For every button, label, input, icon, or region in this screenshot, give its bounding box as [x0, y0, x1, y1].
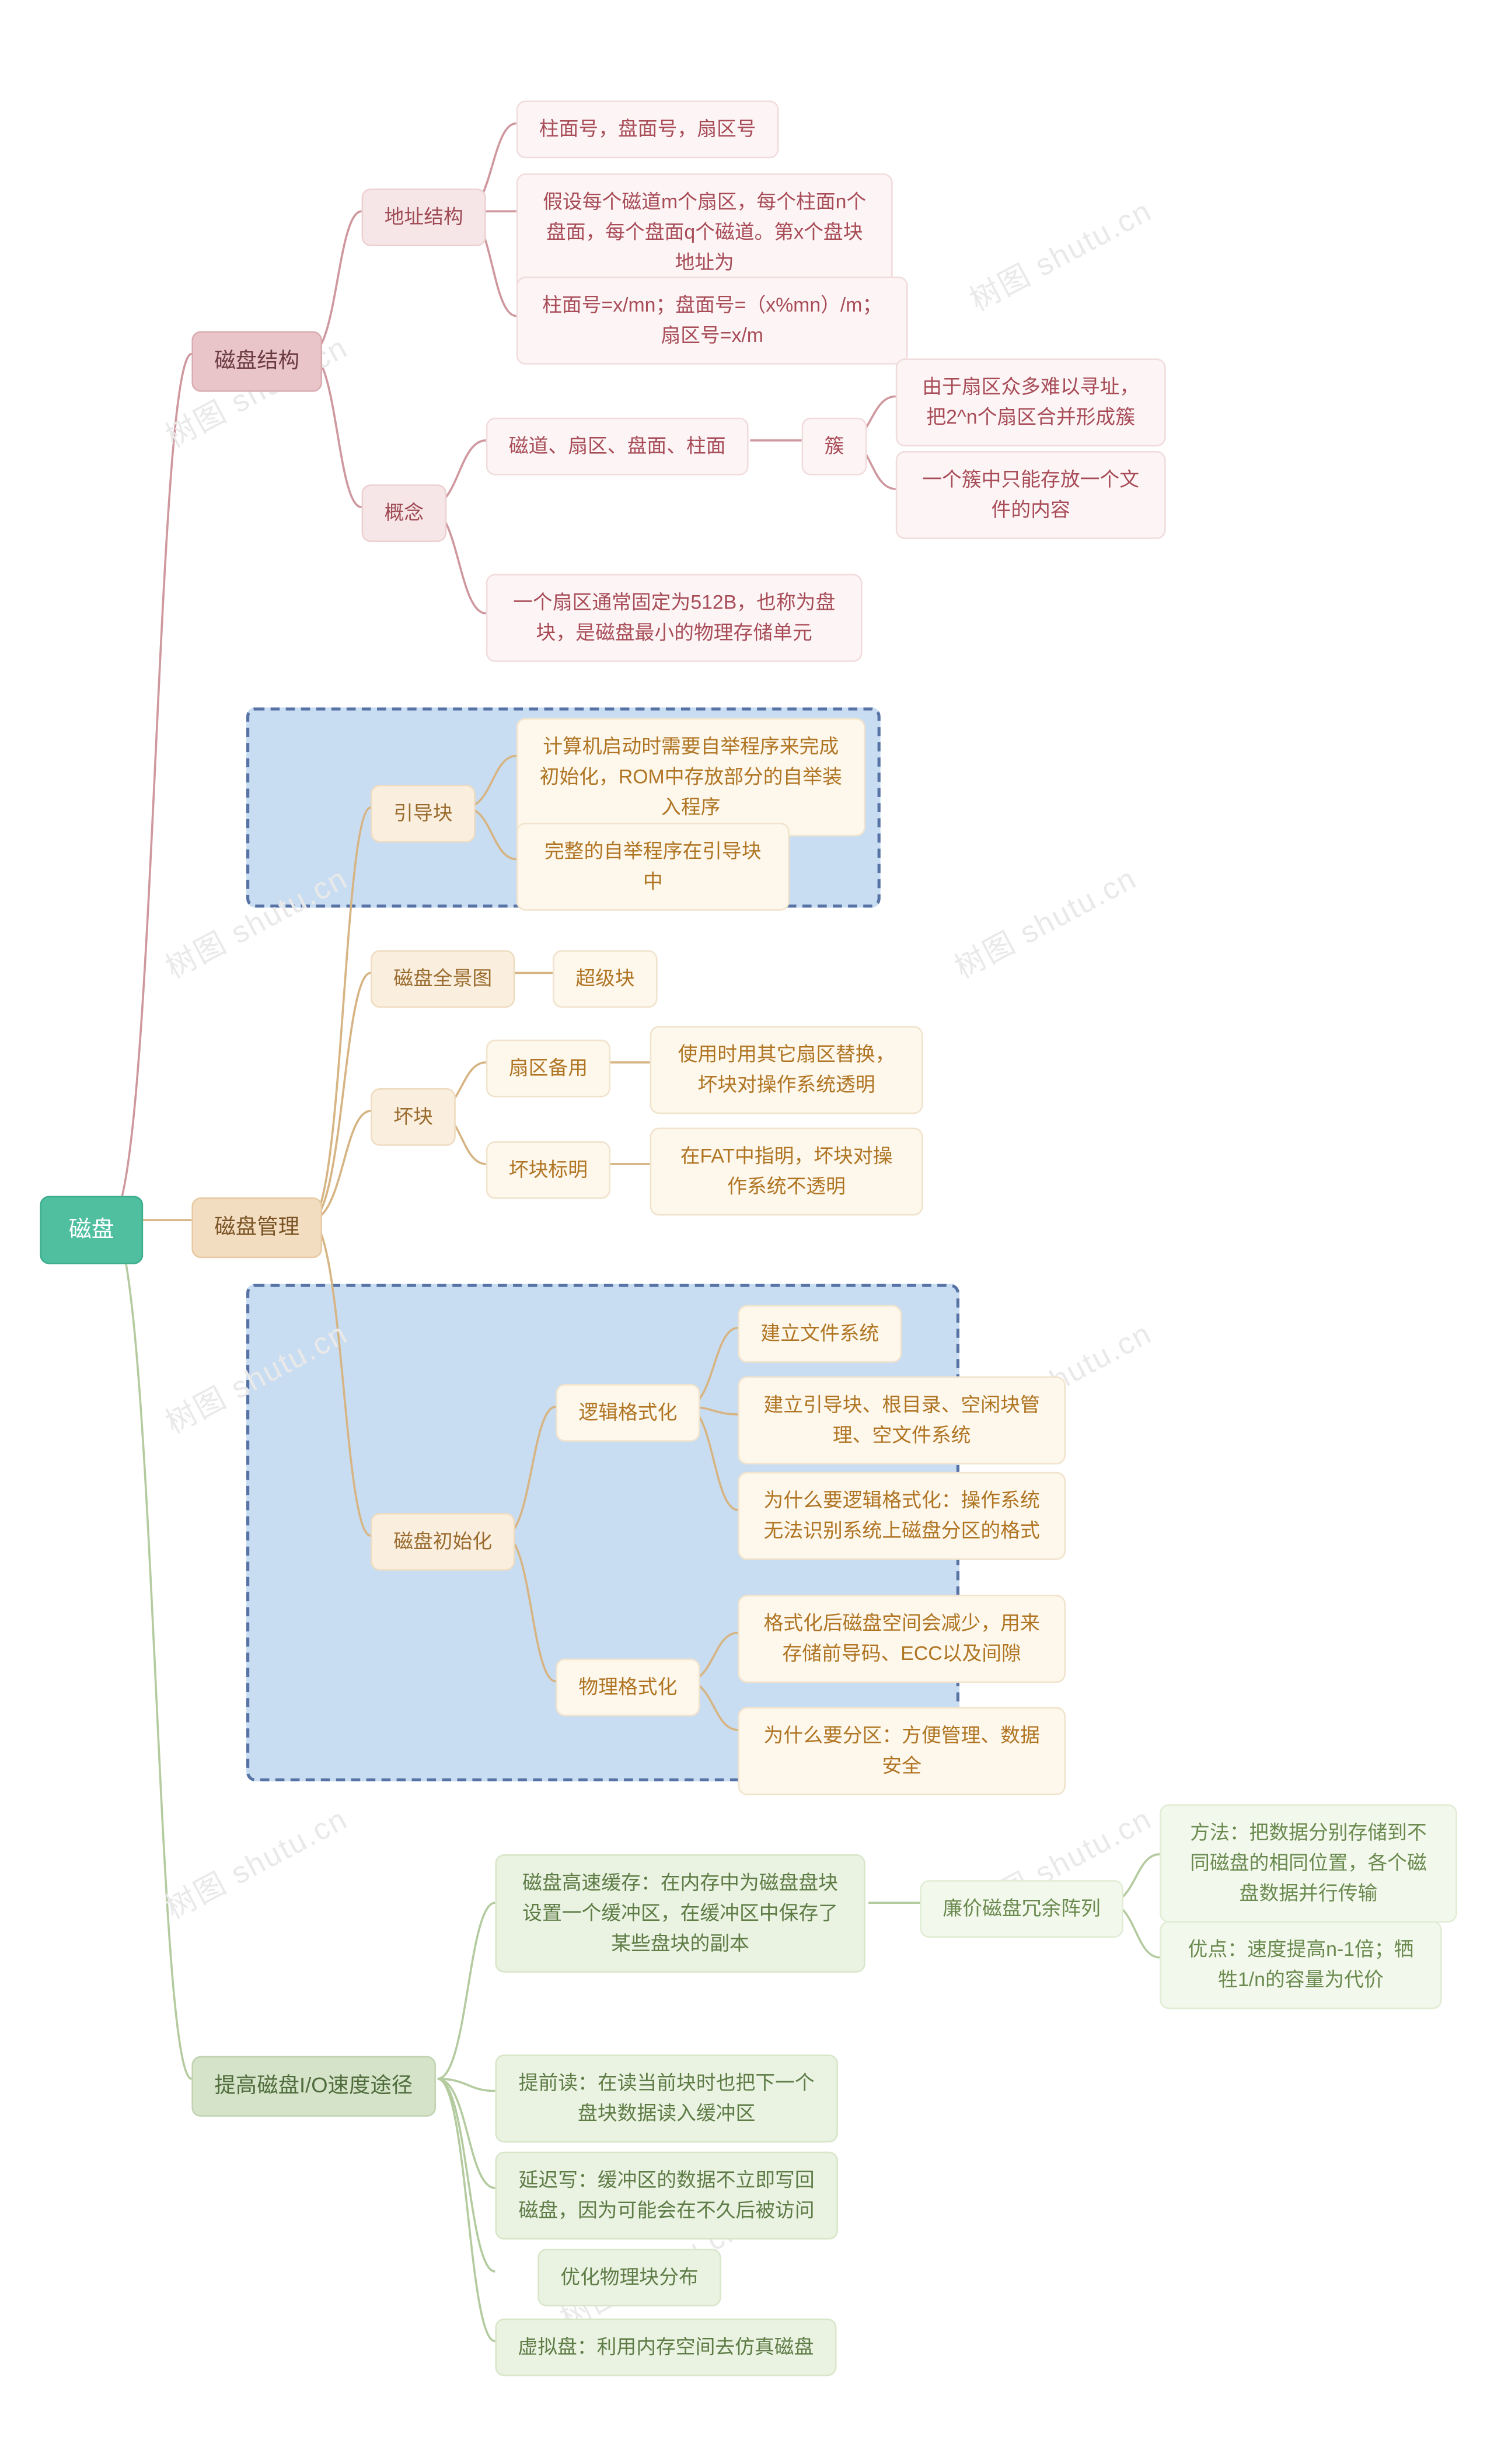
addr-c1: 假设每个磁道m个扇区，每个柱面n个盘面，每个盘面q个磁道。第x个盘块地址为: [516, 173, 893, 292]
cluster-c1: 一个簇中只能存放一个文件的内容: [896, 451, 1166, 540]
logical-c1: 建立引导块、根目录、空闲块管理、空文件系统: [738, 1376, 1066, 1465]
speed-node: 提高磁盘I/O速度途径: [191, 2056, 435, 2116]
root-node: 磁盘: [40, 1196, 143, 1264]
structure-node: 磁盘结构: [191, 331, 322, 391]
addr-c2: 柱面号=x/mn；盘面号=（x%mn）/m；扇区号=x/m: [516, 277, 908, 365]
boot-c1: 完整的自举程序在引导块中: [516, 823, 790, 911]
mark-c0: 在FAT中指明，坏块对操作系统不透明: [650, 1127, 923, 1216]
logical-c0: 建立文件系统: [738, 1305, 902, 1362]
watermark: 树图 shutu.cn: [156, 1794, 354, 1927]
physical-node: 物理格式化: [556, 1658, 700, 1716]
concept-c1: 一个扇区通常固定为512B，也称为盘块，是磁盘最小的物理存储单元: [486, 574, 863, 662]
track-node: 磁道、扇区、盘面、柱面: [486, 417, 749, 475]
management-node: 磁盘管理: [191, 1197, 322, 1257]
mindmap-canvas: 磁盘 磁盘结构 地址结构 柱面号，盘面号，扇区号 假设每个磁道m个扇区，每个柱面…: [19, 49, 1475, 2416]
concept-node: 概念: [362, 484, 447, 542]
mark-node: 坏块标明: [486, 1141, 610, 1199]
logical-c2: 为什么要逻辑格式化：操作系统无法识别系统上磁盘分区的格式: [738, 1472, 1066, 1560]
watermark: 树图 shutu.cn: [945, 854, 1143, 987]
init-node: 磁盘初始化: [371, 1513, 515, 1571]
watermark: 树图 shutu.cn: [961, 186, 1158, 319]
spare-node: 扇区备用: [486, 1039, 610, 1097]
physical-c0: 格式化后磁盘空间会减少，用来存储前导码、ECC以及间隙: [738, 1595, 1066, 1683]
addr-c0: 柱面号，盘面号，扇区号: [516, 100, 779, 158]
bad-node: 坏块: [371, 1088, 456, 1146]
physical-c1: 为什么要分区：方便管理、数据安全: [738, 1707, 1066, 1795]
panorama-c0: 超级块: [553, 950, 657, 1008]
cache-node: 磁盘高速缓存：在内存中为磁盘盘块设置一个缓冲区，在缓冲区中保存了某些盘块的副本: [495, 1854, 865, 1973]
raid-node: 廉价磁盘冗余阵列: [920, 1880, 1123, 1938]
optimize-node: 优化物理块分布: [537, 2249, 721, 2306]
cluster-c0: 由于扇区众多难以寻址，把2^n个扇区合并形成簇: [896, 358, 1166, 447]
delaywrite-node: 延迟写：缓冲区的数据不立即写回磁盘，因为可能会在不久后被访问: [495, 2151, 838, 2240]
addr-node: 地址结构: [362, 188, 486, 246]
panorama-node: 磁盘全景图: [371, 950, 515, 1008]
cluster-node: 簇: [802, 417, 867, 475]
logical-node: 逻辑格式化: [556, 1384, 700, 1442]
raid-c0: 方法：把数据分别存储到不同磁盘的相同位置，各个磁盘数据并行传输: [1160, 1804, 1457, 1923]
spare-c0: 使用时用其它扇区替换，坏块对操作系统透明: [650, 1026, 923, 1114]
vdisk-node: 虚拟盘：利用内存空间去仿真磁盘: [495, 2318, 836, 2376]
raid-c1: 优点：速度提高n-1倍；牺牲1/n的容量为代价: [1160, 1921, 1442, 2009]
readahead-node: 提前读：在读当前块时也把下一个盘块数据读入缓冲区: [495, 2054, 838, 2143]
boot-node: 引导块: [371, 785, 475, 843]
boot-c0: 计算机启动时需要自举程序来完成初始化，ROM中存放部分的自举装入程序: [516, 718, 865, 837]
